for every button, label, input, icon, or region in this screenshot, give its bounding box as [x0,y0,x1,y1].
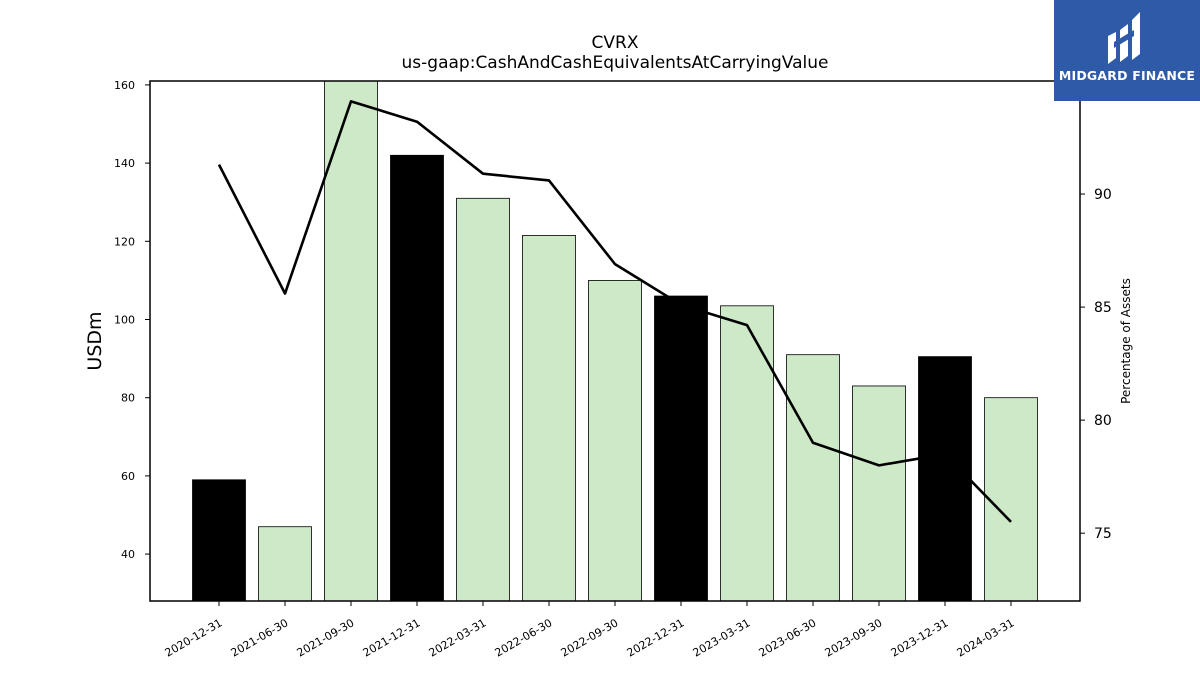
percentage-line-series [217,100,1012,523]
y-axis-right: 75 80 85 90 [1080,187,1112,542]
x-tick-label: 2023-12-31 [889,616,951,659]
bar-2020-12-31 [192,479,246,602]
bar-2023-06-30 [786,354,840,602]
y2-tick-label: 80 [1094,413,1112,429]
x-tick-label: 2021-06-30 [229,616,291,659]
bar-2023-09-30 [852,385,906,602]
y-tick-label: 40 [121,548,135,561]
chart-title: CVRX [592,33,639,53]
x-tick-label: 2022-12-31 [625,616,687,659]
bar-series [192,80,1038,602]
y-tick-label: 120 [114,235,135,248]
x-tick-label: 2023-09-30 [823,616,885,659]
x-tick-label: 2021-12-31 [361,616,423,659]
bar-2022-12-31 [654,295,708,602]
x-tick-label: 2023-06-30 [757,616,819,659]
x-tick-label: 2023-03-31 [691,616,753,659]
y-tick-label: 160 [114,79,135,92]
x-tick-label: 2021-09-30 [295,616,357,659]
bar-2024-03-31 [984,397,1038,602]
bar-2023-03-31 [720,305,774,602]
x-tick-label: 2024-03-31 [955,616,1017,659]
y2-tick-label: 75 [1094,526,1112,542]
x-tick-label: 2022-09-30 [559,616,621,659]
y2-tick-label: 85 [1094,300,1112,316]
y-axis-left: 40 60 80 100 120 140 160 [114,79,150,561]
x-tick-label: 2022-06-30 [493,616,555,659]
bar-2021-06-30 [258,526,312,602]
bar-2022-06-30 [522,235,576,602]
bar-2022-09-30 [588,279,642,602]
y-tick-label: 80 [121,392,135,405]
y2-axis-label: Percentage of Assets [1119,278,1133,404]
y-tick-label: 100 [114,313,135,326]
x-tick-label: 2020-12-31 [163,616,225,659]
y-tick-label: 60 [121,470,135,483]
x-tick-label: 2022-03-31 [427,616,489,659]
y2-tick-label: 90 [1094,187,1112,203]
x-axis: 2020-12-31 2021-06-30 2021-09-30 2021-12-31… [163,601,1017,660]
y-axis-label: USDm [84,311,106,370]
bar-2021-12-31 [390,154,444,602]
bar-2023-12-31 [918,356,972,602]
midgard-finance-logo: MIDGARD FINANCE [1054,0,1200,101]
bar-2022-03-31 [456,197,510,602]
y-tick-label: 140 [114,157,135,170]
chart-subtitle: us-gaap:CashAndCashEquivalentsAtCarrying… [402,53,829,73]
bar-2021-09-30 [324,80,378,602]
logo-text: MIDGARD FINANCE [1058,68,1196,83]
logo-mark-icon [1108,12,1140,64]
